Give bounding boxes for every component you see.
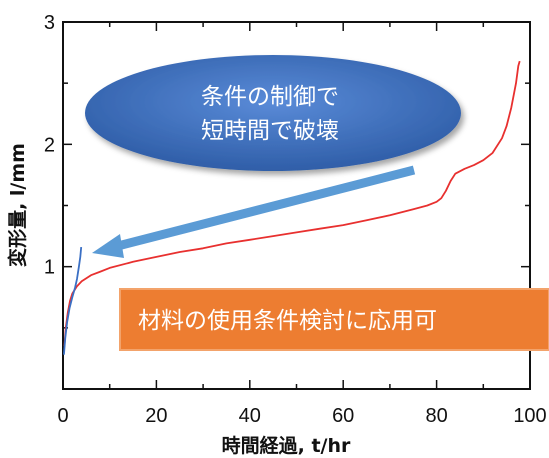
banner-box	[119, 288, 549, 351]
banner-annotation: 材料の使用条件検討に応用可	[119, 288, 549, 351]
ellipse-annotation	[85, 55, 461, 171]
ellipse-text-line2: 短時間で破壊	[201, 118, 339, 144]
y-tick-label: 1	[44, 257, 55, 279]
axis-tick-labels: 0 20 40 60 80 100 1 2 3	[44, 12, 547, 427]
y-axis-title: 変形量, l/mm	[6, 143, 29, 267]
ellipse-text-line1: 条件の制御で	[201, 84, 339, 110]
arrow-annotation	[92, 165, 416, 258]
x-tick-label: 100	[513, 405, 546, 427]
y-tick-label: 3	[44, 12, 55, 34]
arrow-shaft	[108, 165, 416, 253]
series-line-blue	[63, 247, 83, 355]
x-axis-title: 時間経過, t/hr	[222, 434, 351, 457]
y-tick-label: 2	[44, 134, 55, 156]
arrow-head	[92, 234, 124, 258]
banner-text: 材料の使用条件検討に応用可	[138, 308, 437, 334]
annotation-ellipse	[85, 55, 461, 171]
series-group	[63, 60, 521, 355]
axis-ticks	[62, 21, 531, 390]
x-tick-label: 60	[332, 405, 354, 427]
x-tick-label: 0	[57, 405, 68, 427]
x-tick-label: 40	[239, 405, 261, 427]
x-tick-label: 20	[145, 405, 167, 427]
x-tick-label: 80	[425, 405, 447, 427]
series-line-red	[63, 60, 521, 347]
